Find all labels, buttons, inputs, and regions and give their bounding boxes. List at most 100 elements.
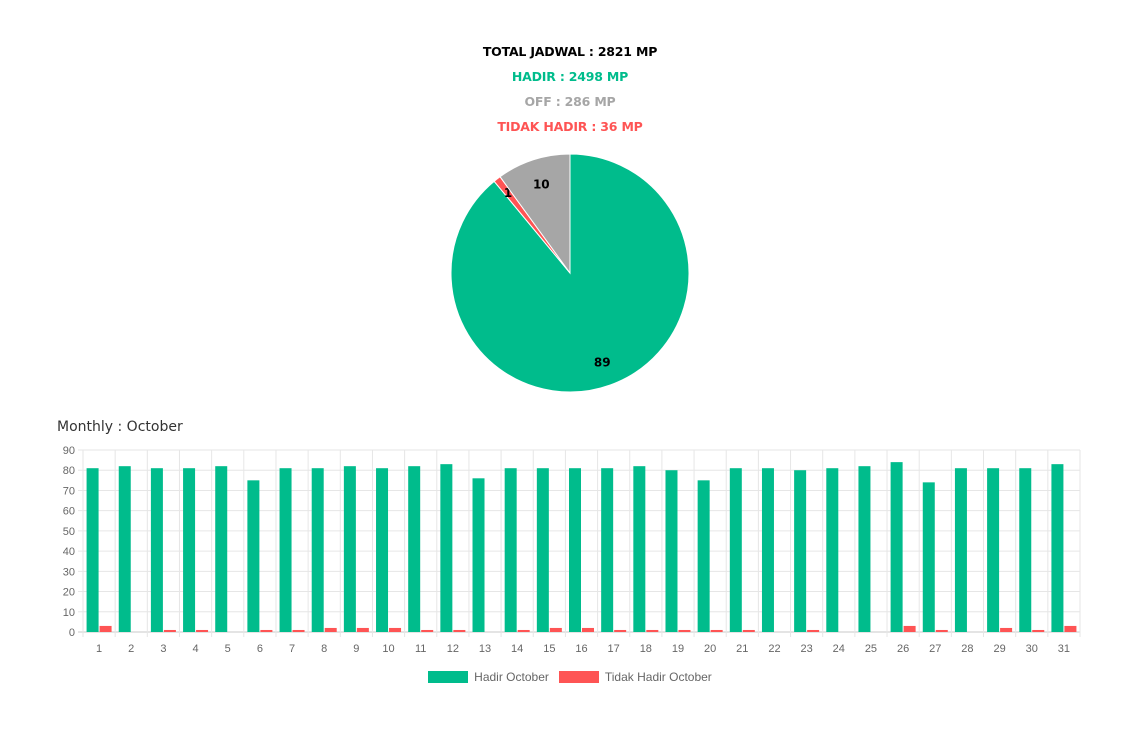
legend-label-hadir: Hadir October <box>474 670 549 684</box>
bar-hadir <box>118 466 131 632</box>
bar-tidak-hadir <box>324 627 337 632</box>
bar-hadir <box>504 468 517 632</box>
bar-hadir <box>215 466 228 632</box>
legend-item-tidak-hadir[interactable]: Tidak Hadir October <box>558 670 712 684</box>
bar-tidak-hadir <box>582 627 594 632</box>
x-tick-label: 29 <box>993 643 1005 655</box>
x-tick-label: 17 <box>608 643 620 655</box>
x-tick-label: 1 <box>96 643 102 655</box>
bar-tidak-hadir <box>614 629 627 632</box>
x-tick-label: 8 <box>321 643 327 655</box>
x-tick-label: 26 <box>897 643 909 655</box>
bar-tidak-hadir <box>292 629 305 632</box>
summary-tidak-hadir: TIDAK HADIR : 36 MP <box>497 119 643 134</box>
pie-slice-2 <box>499 153 571 275</box>
x-tick-label: 28 <box>961 643 973 655</box>
x-tick-label: 30 <box>1026 643 1038 655</box>
x-tick-label: 3 <box>160 643 166 655</box>
bar-tidak-hadir <box>453 629 466 632</box>
bar-tidak-hadir <box>742 629 755 632</box>
pie-data-label-1: 1 <box>504 186 512 200</box>
bar-hadir <box>150 468 163 632</box>
x-tick-label: 15 <box>543 643 555 655</box>
y-tick-label: 10 <box>63 607 75 619</box>
bar-hadir <box>890 462 903 632</box>
legend-swatch-tidak-hadir <box>558 671 599 683</box>
x-tick-label: 23 <box>801 643 813 655</box>
x-tick-label: 19 <box>672 643 684 655</box>
x-tick-label: 31 <box>1058 643 1070 655</box>
y-tick-label: 70 <box>63 485 75 497</box>
bar-hadir <box>761 468 774 632</box>
y-tick-label: 60 <box>63 506 75 518</box>
y-tick-label: 30 <box>63 566 75 578</box>
bar-hadir <box>311 468 324 632</box>
pie-data-label-0: 89 <box>594 356 611 370</box>
bar-hadir <box>343 466 356 632</box>
x-tick-label: 13 <box>479 643 491 655</box>
bar-hadir <box>1051 464 1064 632</box>
bar-tidak-hadir <box>196 629 209 632</box>
bar-hadir <box>247 480 260 632</box>
legend-item-hadir[interactable]: Hadir October <box>428 670 549 684</box>
bar-tidak-hadir <box>356 627 369 632</box>
y-tick-label: 0 <box>69 627 75 639</box>
bar-tidak-hadir <box>163 629 176 632</box>
bar-hadir <box>569 468 581 632</box>
x-tick-label: 25 <box>865 643 877 655</box>
bar-tidak-hadir <box>1000 627 1013 632</box>
x-tick-label: 6 <box>257 643 263 655</box>
bar-hadir <box>665 470 678 632</box>
y-tick-label: 80 <box>63 465 75 477</box>
x-tick-label: 24 <box>833 643 845 655</box>
bar-hadir <box>440 464 453 632</box>
x-tick-label: 22 <box>768 643 780 655</box>
bar-hadir <box>987 468 1000 632</box>
x-tick-label: 21 <box>736 643 748 655</box>
bar-tidak-hadir <box>807 629 820 632</box>
bar-hadir <box>86 468 99 632</box>
summary-off: OFF : 286 MP <box>524 94 616 109</box>
x-tick-label: 16 <box>575 643 587 655</box>
x-tick-label: 4 <box>193 643 199 655</box>
x-tick-label: 18 <box>640 643 652 655</box>
bar-tidak-hadir <box>678 629 691 632</box>
x-tick-label: 27 <box>929 643 941 655</box>
bar-hadir <box>729 468 742 632</box>
bar-tidak-hadir <box>646 629 659 632</box>
bar-tidak-hadir <box>1064 625 1077 632</box>
y-tick-label: 50 <box>63 526 75 538</box>
bar-hadir <box>472 478 485 632</box>
bar-hadir <box>697 480 710 632</box>
bar-tidak-hadir <box>260 629 273 632</box>
x-tick-label: 5 <box>225 643 231 655</box>
summary-hadir: HADIR : 2498 MP <box>511 69 629 84</box>
bar-hadir <box>954 468 967 632</box>
x-tick-label: 2 <box>128 643 134 655</box>
bar-hadir <box>633 466 646 632</box>
bar-hadir <box>536 468 549 632</box>
y-tick-label: 20 <box>63 587 75 599</box>
legend-swatch-hadir <box>428 671 469 683</box>
x-tick-label: 9 <box>353 643 359 655</box>
x-tick-label: 12 <box>447 643 459 655</box>
y-tick-label: 90 <box>63 445 75 457</box>
bar-chart-legend: Hadir October Tidak Hadir October <box>0 670 1140 684</box>
bar-tidak-hadir <box>935 629 948 632</box>
bar-hadir <box>794 470 807 632</box>
x-tick-label: 11 <box>415 643 426 655</box>
attendance-pie-chart: 89 1 10 <box>450 153 690 393</box>
bar-hadir <box>858 466 871 632</box>
bar-tidak-hadir <box>99 625 112 632</box>
bar-hadir <box>279 468 292 632</box>
bar-tidak-hadir <box>389 627 402 632</box>
x-tick-label: 14 <box>511 643 523 655</box>
x-tick-label: 10 <box>382 643 394 655</box>
bar-hadir <box>826 468 839 632</box>
bar-hadir <box>922 482 935 632</box>
pie-data-label-2: 10 <box>533 178 550 192</box>
bar-tidak-hadir <box>517 629 530 632</box>
bar-tidak-hadir <box>903 625 916 632</box>
bar-hadir <box>408 466 421 632</box>
